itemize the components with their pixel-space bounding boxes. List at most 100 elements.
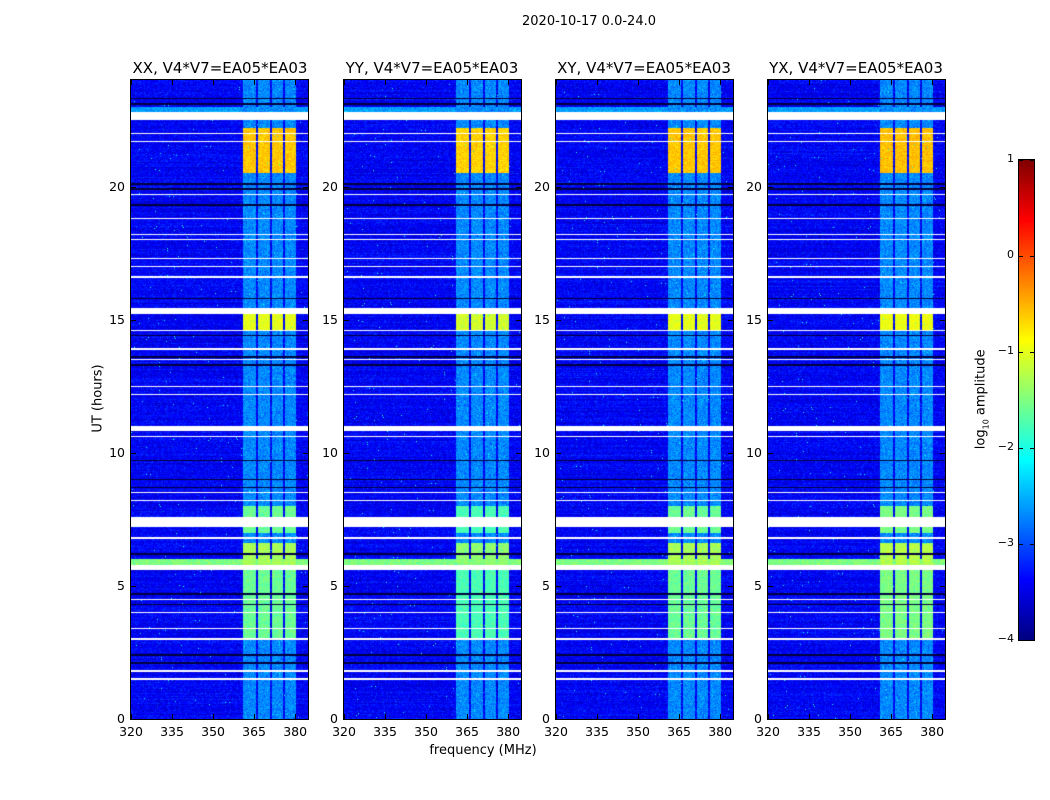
y-tick-yx: [768, 585, 773, 587]
y-tick-label-xy: 10: [534, 444, 550, 460]
x-tick-label-xy: 380: [708, 724, 733, 739]
y-tick-right-xx: [303, 585, 308, 587]
figure-suptitle: 2020-10-17 0.0-24.0: [522, 14, 656, 29]
x-tick-top-yx: [768, 80, 769, 85]
heatmap-xx: [131, 80, 308, 719]
y-tick-xx: [131, 585, 136, 587]
y-tick-right-xx: [303, 319, 308, 321]
colorbar-tick: [1019, 352, 1023, 353]
y-tick-label-yy: 10: [322, 444, 338, 460]
y-tick-label-xy: 5: [542, 577, 550, 593]
y-tick-right-xx: [303, 186, 308, 188]
x-tick-label-yy: 365: [455, 724, 480, 739]
x-axis-label: frequency (MHz): [429, 743, 537, 758]
x-tick-label-yx: 365: [879, 724, 904, 739]
y-tick-label-yy: 5: [330, 577, 338, 593]
colorbar-tick-label: −2: [997, 440, 1014, 453]
x-tick-yy: [385, 714, 387, 719]
y-tick-yx: [768, 186, 773, 188]
panel-title-yy: YY, V4*V7=EA05*EA03: [345, 59, 519, 77]
x-tick-label-xy: 365: [667, 724, 692, 739]
heatmap-panel-yx: [767, 79, 946, 720]
y-tick-right-yy: [516, 319, 521, 321]
heatmap-yy: [344, 80, 521, 719]
x-tick-yx: [891, 714, 893, 719]
heatmap-panel-xy: [555, 79, 734, 720]
x-tick-label-xx: 320: [119, 724, 143, 739]
x-tick-top-yx: [809, 80, 811, 85]
x-tick-label-yx: 350: [838, 724, 862, 739]
x-tick-top-yy: [508, 80, 510, 85]
y-tick-xx: [131, 719, 136, 720]
x-tick-top-xx: [213, 80, 215, 85]
y-tick-right-yx: [940, 186, 945, 188]
x-tick-label-yy: 320: [332, 724, 356, 739]
x-tick-top-xx: [295, 80, 297, 85]
y-tick-yy: [344, 186, 349, 188]
x-tick-label-xx: 335: [160, 724, 184, 739]
panel-title-xx: XX, V4*V7=EA05*EA03: [132, 59, 308, 77]
x-tick-top-yx: [932, 80, 934, 85]
heatmap-panel-yy: [343, 79, 522, 720]
x-tick-top-yx: [891, 80, 893, 85]
colorbar-tick-right: [1030, 256, 1034, 257]
x-tick-yy: [508, 714, 510, 719]
x-tick-label-xx: 365: [242, 724, 267, 739]
x-tick-label-xx: 350: [201, 724, 225, 739]
colorbar-tick-label: −1: [997, 344, 1014, 357]
colorbar-tick-right: [1030, 544, 1034, 545]
y-tick-label-xx: 10: [109, 444, 125, 460]
y-tick-right-yx: [940, 452, 945, 454]
y-tick-right-xy: [728, 719, 733, 720]
colorbar-tick-right: [1030, 160, 1034, 161]
x-tick-label-yx: 320: [756, 724, 780, 739]
y-tick-right-xy: [728, 319, 733, 321]
x-tick-top-yy: [344, 80, 345, 85]
y-tick-label-xy: 20: [534, 178, 550, 194]
y-tick-label-xx: 20: [109, 178, 125, 194]
x-tick-yx: [809, 714, 811, 719]
x-tick-label-xx: 380: [283, 724, 308, 739]
x-tick-top-yy: [426, 80, 428, 85]
y-tick-xy: [556, 186, 561, 188]
y-tick-label-xx: 15: [109, 311, 125, 327]
x-tick-xx: [172, 714, 174, 719]
y-tick-label-yx: 15: [746, 311, 762, 327]
y-tick-label-xy: 0: [542, 711, 550, 726]
y-tick-yy: [344, 319, 349, 321]
colorbar-tick-label: −4: [997, 632, 1014, 645]
heatmap-panel-xx: [130, 79, 309, 720]
x-tick-top-yy: [467, 80, 469, 85]
y-tick-label-xx: 0: [117, 711, 125, 726]
y-tick-xy: [556, 585, 561, 587]
y-tick-right-xx: [303, 452, 308, 454]
x-tick-top-xy: [679, 80, 681, 85]
x-tick-xy: [556, 714, 557, 719]
x-tick-xy: [679, 714, 681, 719]
x-tick-top-xy: [720, 80, 722, 85]
y-axis-label: UT (hours): [90, 364, 106, 433]
x-tick-top-yy: [385, 80, 387, 85]
y-tick-yx: [768, 452, 773, 454]
y-tick-right-yx: [940, 719, 945, 720]
colorbar-label-base: 10: [981, 419, 991, 430]
x-tick-yx: [932, 714, 934, 719]
x-tick-xx: [131, 714, 132, 719]
panel-title-xy: XY, V4*V7=EA05*EA03: [557, 59, 731, 77]
x-tick-label-xy: 335: [585, 724, 609, 739]
x-tick-xx: [295, 714, 297, 719]
colorbar-tick-right: [1030, 448, 1034, 449]
y-tick-yy: [344, 585, 349, 587]
colorbar-tick-right: [1030, 640, 1034, 641]
x-tick-top-xx: [172, 80, 174, 85]
x-tick-label-yy: 335: [373, 724, 397, 739]
y-tick-right-xy: [728, 186, 733, 188]
x-tick-label-yy: 350: [414, 724, 438, 739]
x-tick-xx: [213, 714, 215, 719]
x-tick-yy: [344, 714, 345, 719]
x-tick-top-xy: [597, 80, 599, 85]
y-tick-right-yx: [940, 319, 945, 321]
y-tick-label-yy: 0: [330, 711, 338, 726]
y-tick-xy: [556, 452, 561, 454]
colorbar-tick-label: 0: [1007, 248, 1014, 261]
